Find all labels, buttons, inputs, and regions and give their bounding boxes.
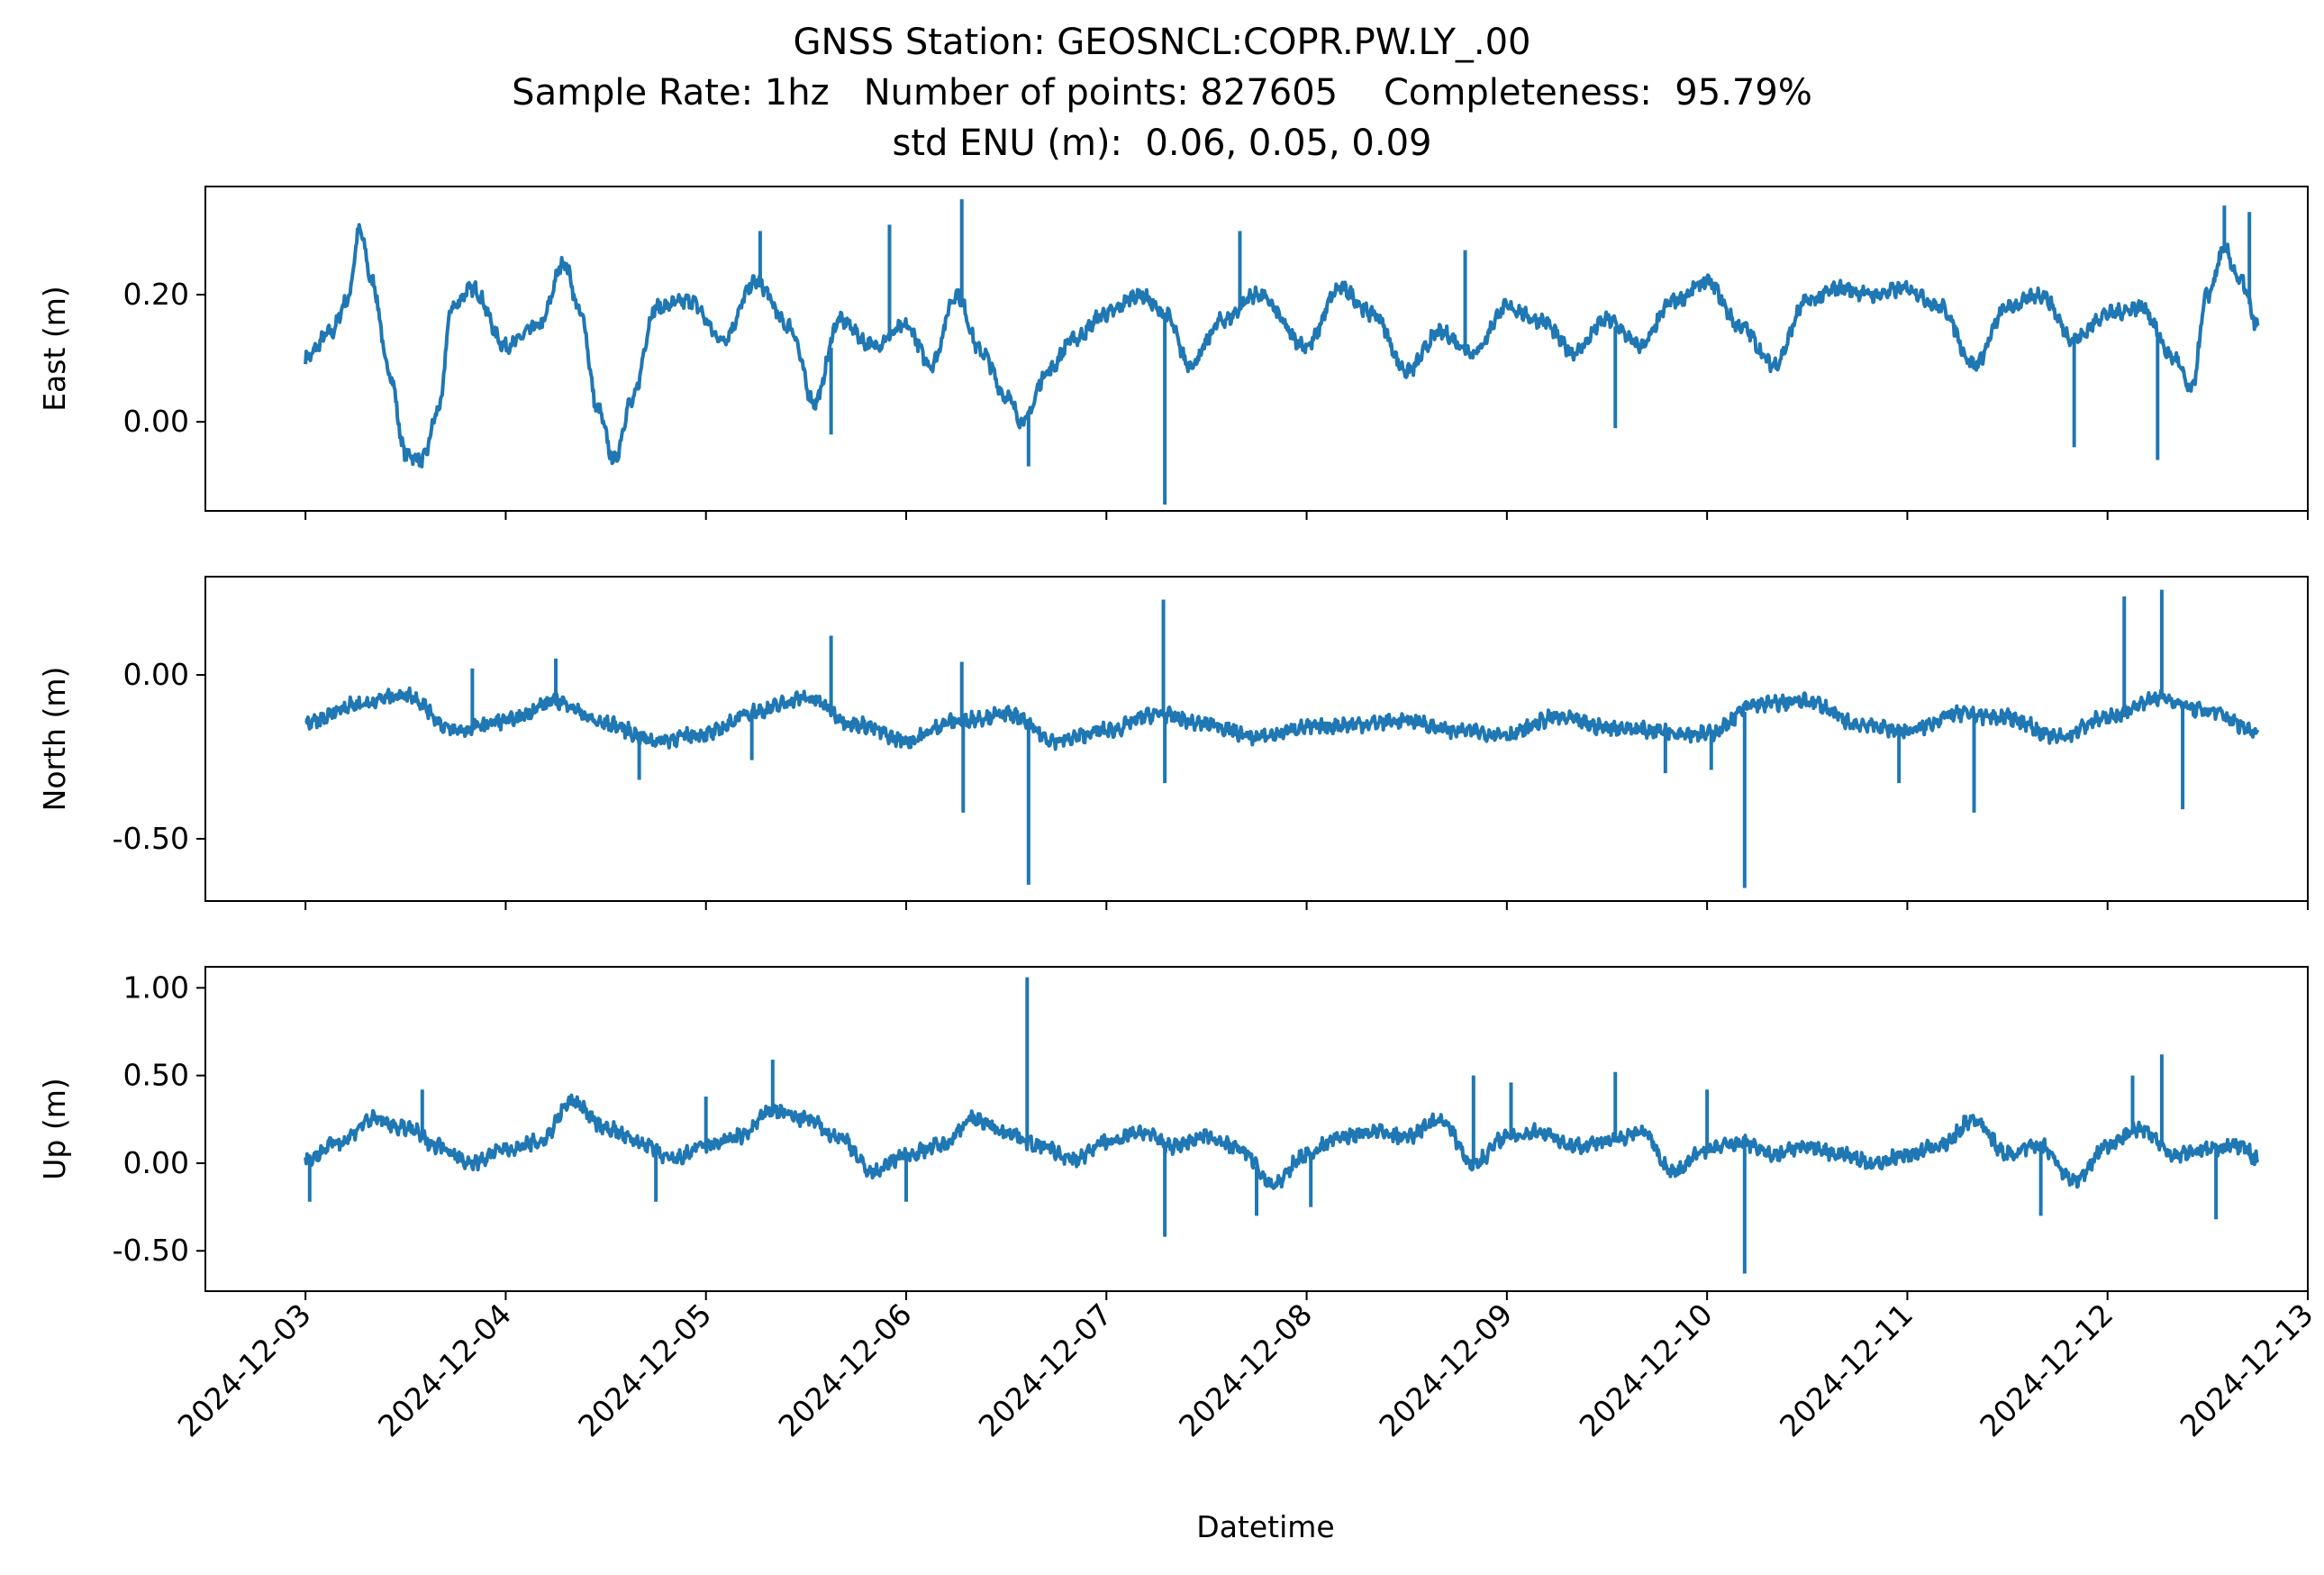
x-tick-label: 2024-12-11: [1773, 1297, 1920, 1443]
panel-east: 0.20 0.00 East (m): [37, 186, 2309, 520]
x-tick-label: 2024-12-13: [2173, 1297, 2319, 1443]
x-tick-label: 2024-12-07: [972, 1297, 1119, 1443]
y-tick-label: -0.50: [113, 1233, 189, 1268]
x-tick-label: 2024-12-08: [1172, 1297, 1319, 1443]
y-tick-label: 1.00: [123, 970, 189, 1005]
y-axis-label: Up (m): [37, 1078, 72, 1180]
x-tick-label: 2024-12-09: [1372, 1297, 1519, 1443]
chart-subtitle-std: std ENU (m): 0.06, 0.05, 0.09: [892, 123, 1432, 164]
panel-up: 1.00 0.50 0.00 -0.50 Up (m) 2024-12-03 2024-12…: [37, 966, 2320, 1443]
chart-subtitle: Sample Rate: 1hz Number of points: 82760…: [512, 72, 1812, 114]
series-line: [304, 223, 2260, 469]
panel-north: 0.00 -0.50 North (m): [37, 576, 2309, 910]
y-tick-label: 0.00: [123, 404, 189, 439]
x-tick-label: 2024-12-06: [771, 1297, 918, 1443]
y-tick-label: 0.00: [123, 1145, 189, 1180]
x-tick-label: 2024-12-12: [1973, 1297, 2120, 1443]
y-tick-label: 0.00: [123, 657, 189, 692]
axes-frame: [204, 576, 2309, 902]
x-tick-label: 2024-12-04: [371, 1297, 518, 1443]
x-tick-label: 2024-12-10: [1573, 1297, 1720, 1443]
y-tick-label: -0.50: [113, 821, 189, 856]
y-axis-label: East (m): [37, 286, 72, 412]
chart-title: GNSS Station: GEOSNCL:COPR.PW.LY_.00: [793, 22, 1531, 63]
x-tick-label: 2024-12-05: [571, 1297, 718, 1443]
y-tick-label: 0.20: [123, 277, 189, 312]
axes-frame: [204, 186, 2309, 512]
series-line: [304, 686, 2260, 751]
x-axis-label: Datetime: [1196, 1509, 1334, 1544]
axes-frame: [204, 966, 2309, 1292]
y-tick-label: 0.50: [123, 1058, 189, 1093]
y-axis-label: North (m): [37, 667, 72, 812]
series-line: [304, 1093, 2260, 1190]
x-tick-label: 2024-12-03: [171, 1297, 318, 1443]
